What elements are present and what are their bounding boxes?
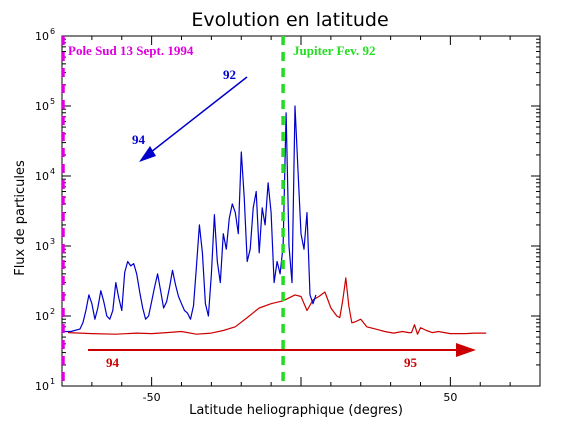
upper-arrow-start-label: 92 (223, 67, 236, 82)
data-series-1-line (62, 105, 317, 333)
x-tick-label: 50 (443, 391, 457, 404)
chart-title: Evolution en latitude (191, 9, 388, 31)
upper-arrow-shaft (145, 76, 248, 157)
y-tick-label: 10 (35, 380, 49, 393)
y-tick-exponent: 5 (50, 97, 55, 106)
pole-sud-annotation: Pole Sud 13 Sept. 1994 (68, 43, 194, 58)
y-tick-exponent: 6 (50, 27, 55, 36)
y-tick-label: 10 (35, 100, 49, 113)
x-tick-label: -50 (143, 391, 161, 404)
y-tick-exponent: 4 (50, 167, 55, 176)
data-series (62, 105, 487, 335)
lower-arrow-start-label: 94 (106, 355, 120, 370)
lower-arrowhead (456, 343, 476, 357)
time-direction-arrow-lower (88, 343, 476, 357)
y-axis-label: Flux de particules (13, 160, 28, 276)
upper-arrow-end-label: 94 (132, 132, 146, 147)
y-tick-label: 10 (35, 170, 49, 183)
y-tick-label: 10 (35, 30, 49, 43)
upper-arrowhead (139, 146, 156, 162)
y-tick-exponent: 3 (50, 237, 55, 246)
lower-arrow-end-label: 95 (404, 355, 418, 370)
jupiter-annotation: Jupiter Fev. 92 (293, 43, 375, 58)
y-tick-label: 10 (35, 240, 49, 253)
y-tick-exponent: 1 (50, 377, 55, 386)
y-tick-exponent: 2 (50, 307, 55, 316)
time-direction-arrow-upper (139, 76, 248, 162)
data-series-2-line (67, 277, 487, 335)
x-axis-label: Latitude heliographique (degres) (189, 403, 403, 418)
y-tick-label: 10 (35, 310, 49, 323)
